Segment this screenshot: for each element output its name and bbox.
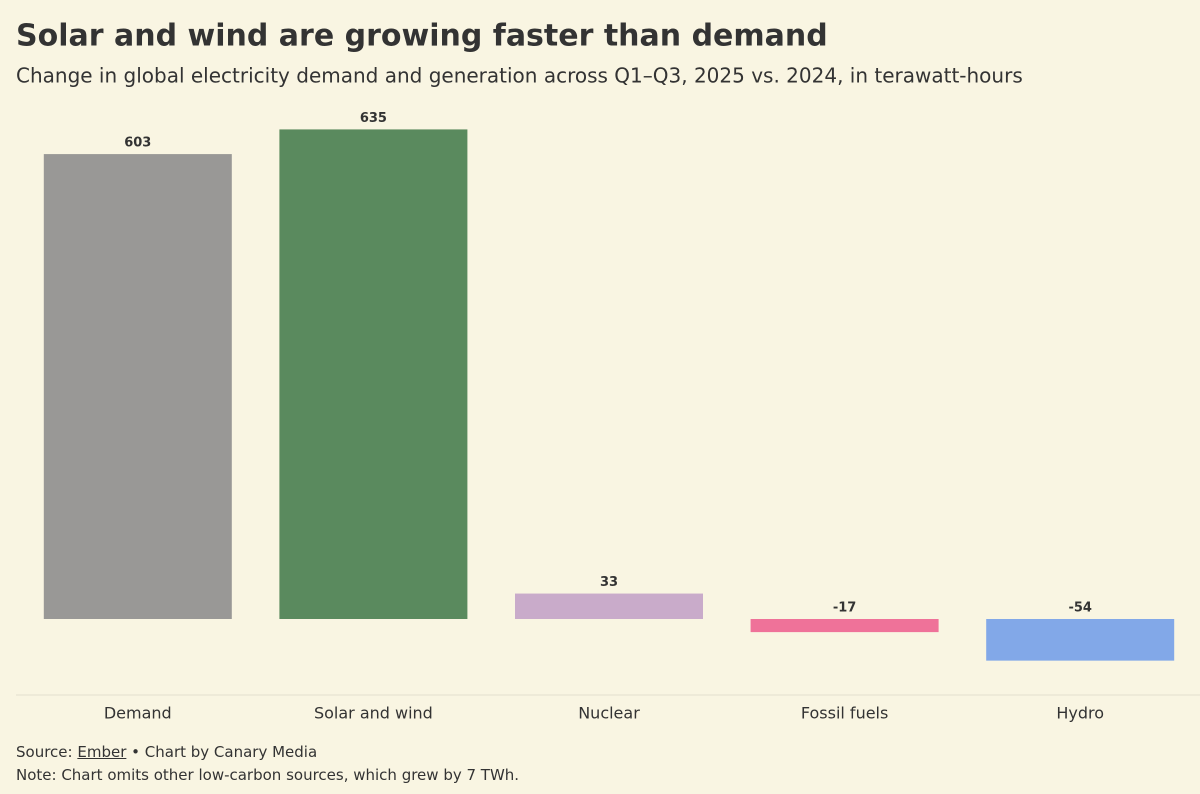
bar	[750, 619, 939, 633]
bar	[279, 129, 468, 620]
source-label: Source:	[16, 743, 73, 761]
chart-title: Solar and wind are growing faster than d…	[16, 19, 828, 54]
value-label: 33	[600, 575, 618, 590]
source: Source: Ember • Chart by Canary Media	[16, 743, 317, 761]
x-tick-label: Hydro	[1056, 704, 1104, 723]
chart: Solar and wind are growing faster than d…	[16, 19, 1200, 723]
chart-subtitle: Change in global electricity demand and …	[16, 64, 1023, 88]
note: Note: Chart omits other low-carbon sourc…	[16, 766, 520, 784]
x-tick-label: Nuclear	[578, 704, 640, 723]
source-link[interactable]: Ember	[77, 743, 127, 761]
bar	[515, 593, 703, 619]
x-tick-label: Fossil fuels	[801, 704, 888, 723]
x-tick-label: Demand	[104, 704, 172, 723]
value-label: -17	[833, 601, 857, 616]
value-label: 603	[124, 136, 151, 151]
value-label: 635	[360, 111, 387, 126]
source-credit: • Chart by Canary Media	[131, 743, 318, 761]
bar	[986, 619, 1175, 661]
value-label: -54	[1068, 601, 1092, 616]
x-tick-label: Solar and wind	[314, 704, 433, 723]
bar	[43, 154, 232, 619]
